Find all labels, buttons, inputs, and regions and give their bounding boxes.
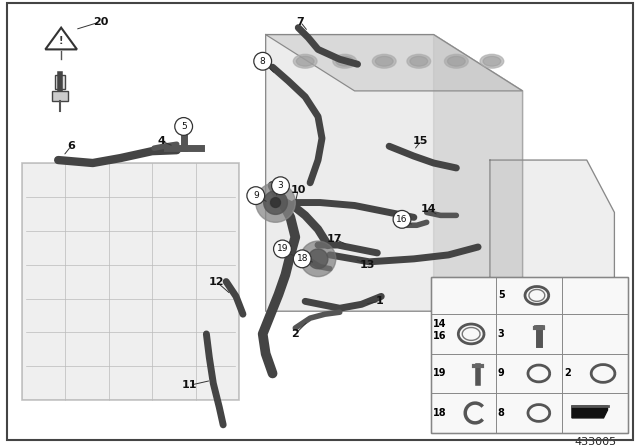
Polygon shape <box>434 34 522 311</box>
Text: 7: 7 <box>296 17 304 27</box>
Text: 19: 19 <box>276 245 288 254</box>
Bar <box>431 276 628 433</box>
Text: 13: 13 <box>360 260 375 270</box>
Polygon shape <box>572 406 607 418</box>
Circle shape <box>393 211 411 228</box>
Ellipse shape <box>293 54 317 68</box>
Text: 9: 9 <box>498 368 504 379</box>
Circle shape <box>254 52 271 70</box>
Ellipse shape <box>333 54 356 68</box>
Text: 2: 2 <box>291 329 299 339</box>
Text: 14: 14 <box>433 319 446 329</box>
Text: 10: 10 <box>291 185 306 195</box>
Circle shape <box>175 117 193 135</box>
Circle shape <box>293 250 311 268</box>
Text: 3: 3 <box>498 329 504 339</box>
Text: 3: 3 <box>278 181 284 190</box>
Circle shape <box>271 177 289 194</box>
Text: 4: 4 <box>158 136 166 146</box>
Text: 18: 18 <box>296 254 308 263</box>
Polygon shape <box>490 160 614 336</box>
Circle shape <box>271 198 280 207</box>
Text: 1: 1 <box>376 296 383 306</box>
Text: 9: 9 <box>253 191 259 200</box>
Text: 12: 12 <box>209 276 224 287</box>
Ellipse shape <box>410 56 428 66</box>
Circle shape <box>273 240 291 258</box>
Text: 15: 15 <box>413 136 428 146</box>
Text: 19: 19 <box>433 368 446 379</box>
Circle shape <box>300 241 336 276</box>
Ellipse shape <box>372 54 396 68</box>
Text: 5: 5 <box>180 122 186 131</box>
Circle shape <box>256 183 295 222</box>
Ellipse shape <box>407 54 431 68</box>
Ellipse shape <box>445 54 468 68</box>
Text: 433005: 433005 <box>574 437 616 447</box>
Polygon shape <box>45 28 77 49</box>
Ellipse shape <box>375 56 393 66</box>
Text: 11: 11 <box>182 380 197 390</box>
Text: 18: 18 <box>433 408 446 418</box>
Ellipse shape <box>296 56 314 66</box>
Text: 2: 2 <box>564 368 571 379</box>
Polygon shape <box>266 34 522 311</box>
Ellipse shape <box>483 56 501 66</box>
Ellipse shape <box>336 56 353 66</box>
Bar <box>52 91 68 101</box>
Circle shape <box>308 249 328 269</box>
Circle shape <box>264 191 287 215</box>
Text: 8: 8 <box>498 408 505 418</box>
Bar <box>55 75 65 89</box>
Text: 8: 8 <box>260 57 266 66</box>
Ellipse shape <box>480 54 504 68</box>
Text: 17: 17 <box>327 234 342 244</box>
Text: 20: 20 <box>93 17 108 27</box>
Text: 16: 16 <box>396 215 408 224</box>
Circle shape <box>247 187 265 205</box>
Text: 5: 5 <box>498 290 504 301</box>
Text: 16: 16 <box>433 331 446 341</box>
Bar <box>22 163 239 400</box>
Ellipse shape <box>447 56 465 66</box>
Text: 6: 6 <box>67 141 75 151</box>
Text: 14: 14 <box>421 204 436 215</box>
Polygon shape <box>266 34 522 91</box>
Text: !: ! <box>59 36 63 47</box>
